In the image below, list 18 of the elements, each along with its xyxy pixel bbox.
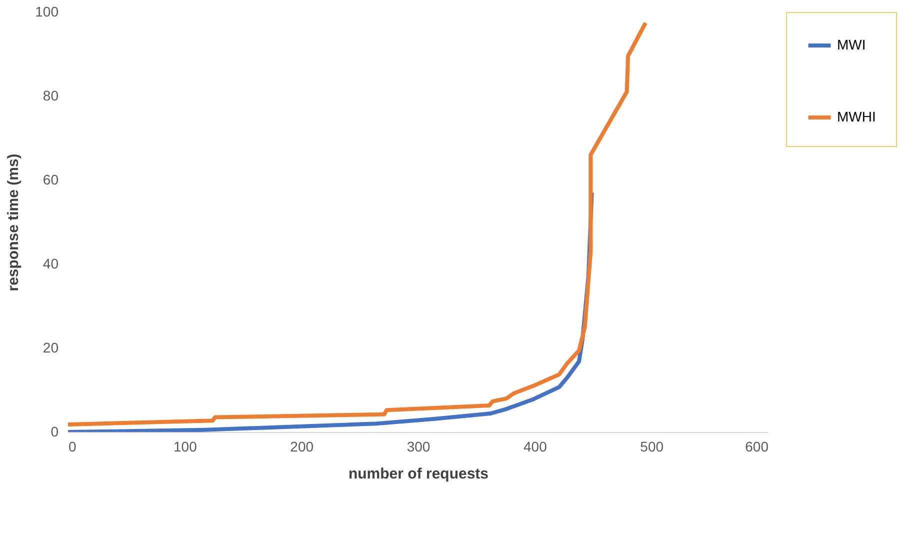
x-tick-label: 0 bbox=[68, 438, 76, 454]
x-tick-label: 100 bbox=[173, 438, 198, 454]
y-axis-title: response time (ms) bbox=[5, 154, 22, 292]
y-tick-label: 20 bbox=[42, 340, 59, 356]
y-tick-label: 80 bbox=[42, 88, 59, 104]
x-tick-label: 300 bbox=[406, 438, 430, 454]
legend-label: MWI bbox=[837, 36, 866, 52]
legend-label: MWHI bbox=[837, 108, 876, 124]
x-tick-label: 500 bbox=[640, 438, 664, 454]
y-tick-label: 100 bbox=[35, 4, 59, 20]
x-tick-label: 600 bbox=[745, 438, 769, 454]
line-series bbox=[68, 20, 648, 426]
x-tick-label: 400 bbox=[523, 438, 548, 454]
y-tick-label: 60 bbox=[42, 172, 59, 188]
x-axis-title: number of requests bbox=[348, 466, 489, 482]
y-tick-label: 0 bbox=[50, 424, 59, 440]
x-tick-label: 200 bbox=[290, 438, 314, 454]
y-tick-label: 40 bbox=[42, 256, 59, 272]
